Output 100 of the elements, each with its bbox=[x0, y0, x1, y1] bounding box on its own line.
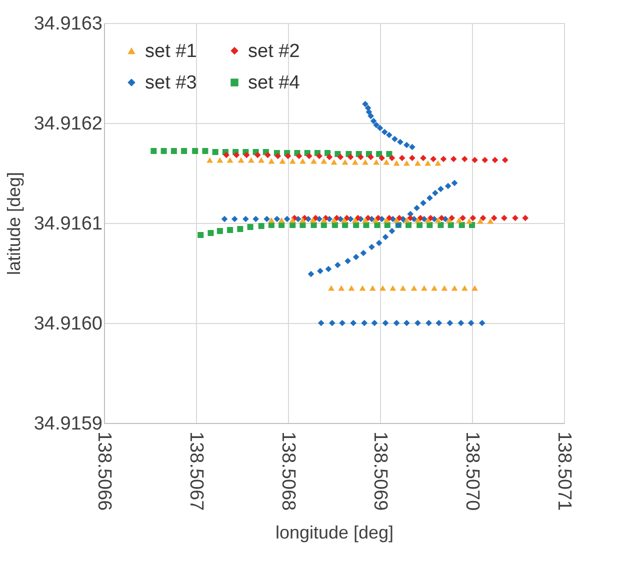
point bbox=[406, 222, 412, 228]
point bbox=[310, 217, 316, 223]
point bbox=[417, 214, 424, 222]
point bbox=[404, 217, 410, 223]
point bbox=[438, 222, 444, 228]
point bbox=[300, 158, 306, 164]
point bbox=[306, 152, 312, 160]
point bbox=[372, 217, 379, 223]
point bbox=[393, 217, 400, 223]
point bbox=[296, 152, 302, 160]
point bbox=[458, 222, 465, 228]
point bbox=[374, 222, 380, 228]
point bbox=[450, 156, 457, 162]
point bbox=[522, 214, 529, 222]
point bbox=[342, 159, 348, 165]
point bbox=[352, 159, 358, 165]
point bbox=[206, 157, 213, 163]
x-tick-label: 138.5070 bbox=[462, 432, 482, 511]
point bbox=[393, 160, 400, 166]
x-tick-label: 138.5066 bbox=[94, 432, 114, 511]
point bbox=[512, 214, 518, 222]
point bbox=[414, 160, 421, 166]
point bbox=[226, 157, 234, 163]
point bbox=[312, 214, 319, 222]
point bbox=[407, 214, 414, 222]
y-tick-label: 34.9159 bbox=[34, 414, 102, 434]
point bbox=[431, 285, 438, 291]
point bbox=[316, 152, 322, 160]
point bbox=[470, 214, 476, 222]
point bbox=[384, 222, 390, 228]
point bbox=[243, 152, 250, 158]
point bbox=[320, 222, 327, 228]
point bbox=[380, 285, 386, 291]
point bbox=[480, 214, 486, 222]
x-tick-label: 138.5071 bbox=[554, 432, 574, 511]
point bbox=[378, 154, 385, 162]
point bbox=[264, 152, 271, 158]
point bbox=[279, 158, 286, 164]
point bbox=[424, 160, 431, 166]
point bbox=[268, 217, 275, 223]
point bbox=[410, 285, 418, 291]
point bbox=[338, 285, 345, 291]
point bbox=[446, 217, 452, 223]
point bbox=[409, 154, 416, 162]
point bbox=[440, 156, 447, 162]
point bbox=[310, 158, 317, 164]
point bbox=[482, 156, 488, 164]
point bbox=[438, 214, 445, 222]
point bbox=[289, 217, 296, 223]
point bbox=[300, 217, 306, 223]
point bbox=[416, 222, 423, 228]
point bbox=[434, 160, 442, 166]
point bbox=[388, 154, 396, 162]
point bbox=[363, 222, 370, 228]
point bbox=[160, 148, 167, 154]
point bbox=[170, 148, 177, 154]
point bbox=[320, 158, 328, 164]
point bbox=[434, 217, 442, 223]
point bbox=[340, 217, 348, 223]
point bbox=[487, 218, 494, 224]
point bbox=[237, 226, 244, 232]
point bbox=[332, 222, 338, 228]
y-tick-label: 34.9161 bbox=[34, 214, 102, 234]
point bbox=[414, 217, 421, 223]
point bbox=[386, 151, 392, 157]
point bbox=[328, 285, 334, 291]
point bbox=[456, 217, 462, 223]
point bbox=[400, 285, 406, 291]
point bbox=[352, 217, 358, 223]
point bbox=[461, 285, 468, 291]
point bbox=[254, 152, 261, 158]
point bbox=[477, 218, 484, 224]
x-tick-label: 138.5067 bbox=[186, 432, 206, 511]
point bbox=[424, 217, 431, 223]
point bbox=[258, 157, 264, 163]
point bbox=[420, 154, 426, 162]
point bbox=[490, 214, 498, 222]
point bbox=[430, 156, 437, 162]
point bbox=[383, 217, 390, 223]
point bbox=[347, 154, 354, 160]
point bbox=[451, 285, 458, 291]
point bbox=[284, 152, 292, 160]
point bbox=[466, 218, 472, 224]
y-tick-label: 34.9163 bbox=[34, 14, 102, 34]
point bbox=[233, 152, 240, 158]
point bbox=[258, 223, 264, 229]
point bbox=[448, 222, 454, 228]
point bbox=[278, 222, 285, 228]
point bbox=[364, 214, 372, 222]
y-axis-title: latitude [deg] bbox=[4, 172, 24, 276]
point bbox=[373, 159, 380, 165]
point bbox=[362, 159, 368, 165]
legend-label: set #2 bbox=[248, 40, 300, 62]
point bbox=[326, 154, 333, 160]
point bbox=[353, 222, 360, 228]
point bbox=[223, 152, 230, 158]
point bbox=[404, 160, 410, 166]
point bbox=[330, 217, 338, 223]
point bbox=[247, 224, 254, 230]
point bbox=[368, 154, 374, 160]
